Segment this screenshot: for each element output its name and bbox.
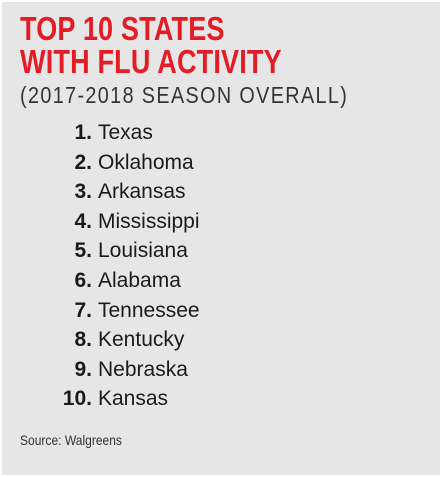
rank-number: 10. [62, 387, 92, 411]
list-item: 4. Mississippi [2, 207, 422, 237]
rank-number: 7. [74, 298, 92, 322]
card-title: TOP 10 STATES WITH FLU ACTIVITY [20, 12, 282, 78]
state-name: Texas [98, 121, 153, 144]
rank-number: 6. [74, 268, 92, 292]
card-subtitle: (2017-2018 SEASON OVERALL) [20, 82, 349, 108]
title-line-2: WITH FLU ACTIVITY [20, 43, 282, 80]
state-name: Nebraska [98, 357, 188, 381]
state-name: Oklahoma [98, 150, 194, 174]
rank-number: 9. [74, 357, 92, 381]
ranked-list: 1. Texas 2. Oklahoma 3. Arkansas 4. Miss… [2, 118, 422, 414]
list-item: 9. Nebraska [2, 355, 422, 385]
state-name: Alabama [98, 268, 181, 292]
list-item: 3. Arkansas [2, 177, 422, 207]
list-item: 5. Louisiana [2, 236, 422, 266]
state-name: Kentucky [98, 328, 185, 352]
list-item: 8. Kentucky [2, 325, 422, 355]
list-item: 1. Texas [2, 118, 422, 148]
rank-number: 2. [74, 150, 92, 174]
state-name: Mississippi [98, 209, 200, 233]
state-name: Louisiana [98, 239, 188, 263]
rank-number: 3. [74, 180, 92, 204]
state-name: Arkansas [98, 180, 186, 204]
rank-number: 1. [74, 121, 92, 144]
list-item: 6. Alabama [2, 266, 422, 296]
state-name: Kansas [98, 387, 169, 411]
list-item: 7. Tennessee [2, 296, 422, 326]
list-item: 10. Kansas [2, 384, 422, 414]
rank-number: 5. [74, 239, 92, 263]
rank-number: 4. [74, 209, 92, 233]
title-line-1: TOP 10 STATES [20, 10, 225, 47]
list-item: 2. Oklahoma [2, 148, 422, 178]
rank-number: 8. [74, 328, 92, 352]
state-name: Tennessee [98, 298, 200, 322]
source-note: Source: Walgreens [20, 432, 122, 448]
